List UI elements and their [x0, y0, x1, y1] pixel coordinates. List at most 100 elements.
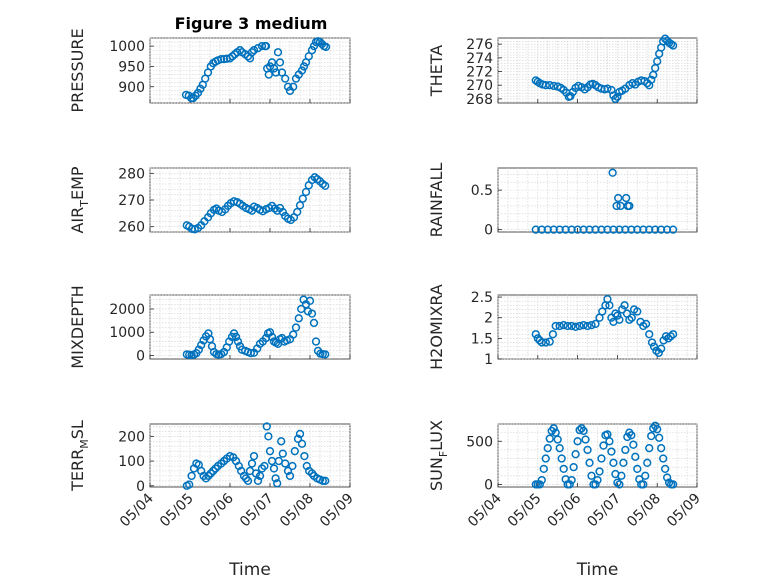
- data-markers: [531, 294, 678, 357]
- data-point: [297, 66, 307, 75]
- x-tick-label: 05/04: [117, 490, 157, 530]
- data-point: [605, 437, 614, 446]
- data-point: [247, 459, 257, 468]
- data-point: [633, 307, 642, 316]
- y-axis-label-main: H2OMIXRA: [427, 284, 446, 370]
- x-tick-label: 05/06: [197, 490, 237, 530]
- panel-sun_flux: 0 500 SUNFLUX 05/04 05/05 05/06 05/07 05/08 05/0…: [427, 420, 704, 580]
- data-point: [625, 315, 634, 324]
- data-point: [199, 471, 208, 481]
- data-point: [549, 81, 558, 91]
- data-point: [579, 426, 588, 436]
- panel-rainfall: 0 0.5 RAINFALL: [427, 163, 698, 239]
- data-point: [253, 476, 263, 485]
- data-point: [649, 342, 659, 351]
- data-point: [304, 52, 313, 61]
- data-point: [651, 225, 660, 234]
- data-point: [664, 478, 674, 487]
- x-tick-label: 05/04: [465, 490, 505, 530]
- data-point: [595, 467, 604, 476]
- data-point: [565, 480, 574, 489]
- data-markers: [182, 173, 330, 234]
- data-point: [657, 225, 666, 234]
- data-point: [309, 41, 319, 51]
- data-point: [307, 309, 317, 318]
- data-point: [197, 340, 206, 350]
- data-point: [265, 328, 275, 337]
- y-tick-label: 270: [466, 78, 493, 94]
- y-tick-label: 280: [118, 166, 145, 182]
- data-point: [187, 471, 196, 481]
- data-point: [585, 225, 594, 234]
- data-point: [321, 350, 330, 359]
- data-point: [627, 313, 636, 322]
- data-point: [617, 471, 626, 480]
- data-point: [625, 201, 634, 211]
- data-point: [321, 181, 330, 191]
- data-point: [647, 75, 656, 84]
- x-tick-label: 05/07: [584, 491, 624, 531]
- data-point: [291, 323, 301, 332]
- x-axis-label: Time: [576, 560, 619, 580]
- data-point: [654, 348, 663, 357]
- y-tick-label: 0: [136, 349, 145, 365]
- data-point: [609, 225, 618, 234]
- data-point: [541, 81, 550, 90]
- y-axis-label-main: MIXDEPTH: [68, 285, 87, 368]
- data-point: [541, 338, 550, 347]
- data-point: [289, 82, 298, 91]
- data-point: [633, 464, 642, 474]
- y-axis-label-suffix: EMP: [68, 166, 87, 200]
- y-axis-label: AIRTEMP: [68, 166, 91, 233]
- data-point: [269, 64, 279, 73]
- data-point: [273, 479, 282, 488]
- data-point: [196, 84, 205, 93]
- data-point: [194, 345, 203, 354]
- data-point: [566, 92, 575, 101]
- data-point: [603, 84, 612, 93]
- data-point: [615, 480, 624, 489]
- y-tick-label: 1.5: [471, 331, 493, 347]
- data-point: [260, 461, 269, 471]
- data-point: [231, 332, 241, 342]
- data-point: [559, 320, 568, 330]
- panel-h2omixra: 1 1.5 2 2.5 H2OMIXRA: [427, 284, 698, 370]
- data-point: [277, 437, 286, 446]
- x-tick-label: 05/08: [624, 491, 664, 531]
- data-point: [614, 193, 623, 203]
- data-point: [289, 330, 298, 339]
- data-point: [619, 458, 628, 467]
- data-point: [285, 471, 295, 481]
- data-point: [275, 58, 285, 67]
- y-tick-label: 2.5: [471, 290, 493, 306]
- data-markers: [182, 422, 330, 490]
- data-point: [281, 74, 290, 83]
- data-point: [583, 445, 592, 455]
- data-point: [247, 48, 257, 57]
- data-point: [621, 225, 630, 234]
- data-point: [641, 471, 650, 480]
- data-point: [553, 435, 562, 444]
- data-point: [531, 225, 540, 234]
- x-axis-label: Time: [228, 560, 271, 580]
- data-point: [225, 54, 235, 63]
- data-point: [543, 444, 552, 453]
- y-axis-label-suffix: LUX: [427, 420, 446, 451]
- data-point: [598, 307, 607, 316]
- data-point: [603, 225, 612, 234]
- data-point: [545, 337, 554, 346]
- data-point: [230, 50, 239, 59]
- data-point: [668, 480, 678, 489]
- data-point: [621, 445, 630, 455]
- data-point: [537, 475, 546, 485]
- data-point: [612, 201, 621, 211]
- y-axis-label-main: TERR: [68, 449, 87, 492]
- data-point: [633, 225, 642, 234]
- y-tick-label: 1: [484, 352, 493, 368]
- data-point: [209, 466, 218, 476]
- data-point: [193, 88, 203, 97]
- data-point: [273, 48, 283, 57]
- data-point: [217, 54, 226, 64]
- data-point: [659, 454, 668, 463]
- data-point: [548, 330, 558, 339]
